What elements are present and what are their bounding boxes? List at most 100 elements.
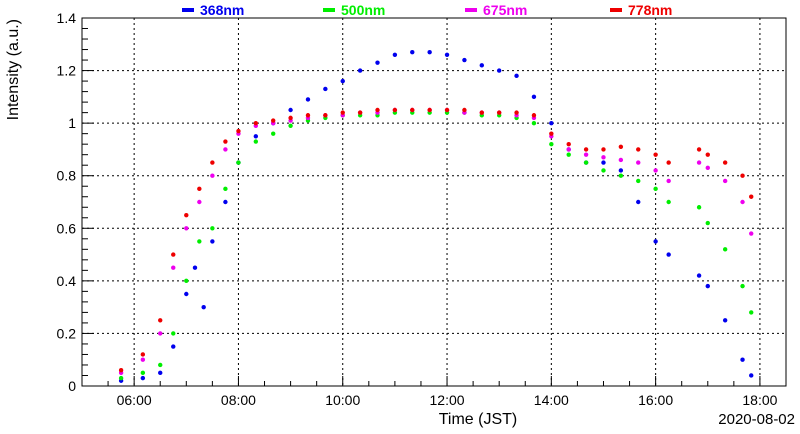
data-point bbox=[140, 370, 146, 376]
x-tick-label: 18:00 bbox=[742, 392, 777, 408]
date-label: 2020-08-02 bbox=[718, 411, 795, 428]
data-point bbox=[705, 152, 710, 157]
data-point bbox=[444, 107, 450, 113]
y-tick-label: 0.6 bbox=[57, 220, 77, 236]
x-tick-label: 16:00 bbox=[638, 392, 673, 408]
data-point bbox=[140, 375, 146, 381]
data-point bbox=[696, 205, 702, 210]
data-point bbox=[210, 173, 215, 178]
tick-labels: 06:00 08:00 10:00 12:00 14:00 16:00 18:00 0 0.2 0… bbox=[57, 10, 778, 408]
data-point bbox=[171, 252, 176, 257]
data-point bbox=[288, 115, 293, 121]
data-point bbox=[636, 178, 641, 184]
series-368nm bbox=[118, 49, 754, 383]
data-point bbox=[618, 157, 624, 163]
data-point bbox=[705, 283, 710, 289]
data-point bbox=[375, 60, 380, 65]
data-point bbox=[140, 352, 146, 357]
data-point bbox=[496, 110, 502, 115]
data-point bbox=[479, 110, 485, 115]
data-point bbox=[653, 239, 658, 244]
data-point bbox=[705, 165, 710, 171]
legend: 368nm 500nm 675nm 778nm bbox=[182, 2, 672, 18]
x-tick-label: 08:00 bbox=[221, 392, 256, 408]
data-point bbox=[140, 357, 146, 362]
data-point bbox=[653, 152, 658, 157]
x-tick-label: 06:00 bbox=[117, 392, 152, 408]
data-point bbox=[197, 199, 202, 205]
data-point bbox=[549, 141, 554, 147]
data-point bbox=[666, 160, 671, 165]
data-point bbox=[566, 141, 571, 147]
data-point bbox=[549, 120, 554, 126]
data-point bbox=[192, 265, 198, 270]
data-point bbox=[444, 52, 450, 57]
data-point bbox=[601, 147, 606, 152]
plot-frame bbox=[81, 17, 787, 387]
axis-ticks bbox=[81, 17, 787, 387]
legend-label: 368nm bbox=[200, 2, 244, 18]
data-point bbox=[636, 199, 641, 205]
data-point bbox=[601, 160, 606, 165]
data-point bbox=[201, 304, 206, 310]
data-point bbox=[531, 94, 537, 100]
data-point bbox=[184, 291, 189, 297]
data-point bbox=[666, 252, 671, 257]
data-point bbox=[462, 107, 467, 113]
data-point bbox=[696, 160, 702, 165]
data-point bbox=[288, 107, 293, 113]
data-point bbox=[566, 152, 571, 157]
data-point bbox=[158, 362, 163, 368]
y-tick-label: 0.2 bbox=[57, 325, 77, 341]
y-tick-label: 1.2 bbox=[57, 63, 77, 79]
data-point bbox=[618, 144, 624, 149]
data-point bbox=[210, 239, 215, 244]
data-point bbox=[392, 52, 398, 57]
data-point bbox=[749, 310, 754, 315]
data-point bbox=[340, 110, 345, 115]
data-point bbox=[666, 178, 671, 184]
data-point bbox=[601, 168, 606, 173]
y-tick-label: 0 bbox=[68, 378, 76, 394]
data-point bbox=[375, 107, 380, 113]
data-point bbox=[253, 134, 259, 139]
data-point bbox=[740, 357, 745, 362]
data-point bbox=[392, 107, 398, 113]
data-point bbox=[749, 231, 754, 236]
data-point bbox=[184, 226, 189, 231]
x-tick-label: 14:00 bbox=[534, 392, 569, 408]
data-point bbox=[158, 370, 163, 376]
data-point bbox=[223, 139, 228, 144]
series-500nm bbox=[118, 110, 754, 381]
y-tick-label: 0.8 bbox=[57, 168, 77, 184]
data-point bbox=[722, 178, 728, 184]
data-point bbox=[118, 368, 124, 373]
data-point bbox=[323, 86, 328, 92]
legend-label: 675nm bbox=[483, 2, 527, 18]
data-point bbox=[253, 120, 259, 126]
legend-label: 778nm bbox=[628, 2, 672, 18]
data-point bbox=[184, 212, 189, 218]
data-point bbox=[340, 78, 345, 84]
data-point bbox=[479, 63, 485, 68]
data-point bbox=[740, 283, 745, 289]
data-point bbox=[618, 173, 624, 178]
data-point bbox=[601, 155, 606, 160]
data-point bbox=[357, 110, 363, 115]
x-tick-label: 10:00 bbox=[325, 392, 360, 408]
data-point bbox=[210, 226, 215, 231]
data-point bbox=[305, 97, 311, 102]
data-point bbox=[236, 128, 241, 134]
data-point bbox=[531, 120, 537, 126]
data-point bbox=[653, 186, 658, 192]
data-point bbox=[427, 49, 432, 55]
data-point bbox=[514, 110, 519, 115]
data-point bbox=[636, 160, 641, 165]
x-tick-label: 12:00 bbox=[430, 392, 465, 408]
data-point bbox=[740, 173, 745, 178]
data-point bbox=[722, 160, 728, 165]
data-point bbox=[158, 318, 163, 323]
data-point bbox=[271, 118, 276, 123]
data-point bbox=[323, 113, 328, 118]
